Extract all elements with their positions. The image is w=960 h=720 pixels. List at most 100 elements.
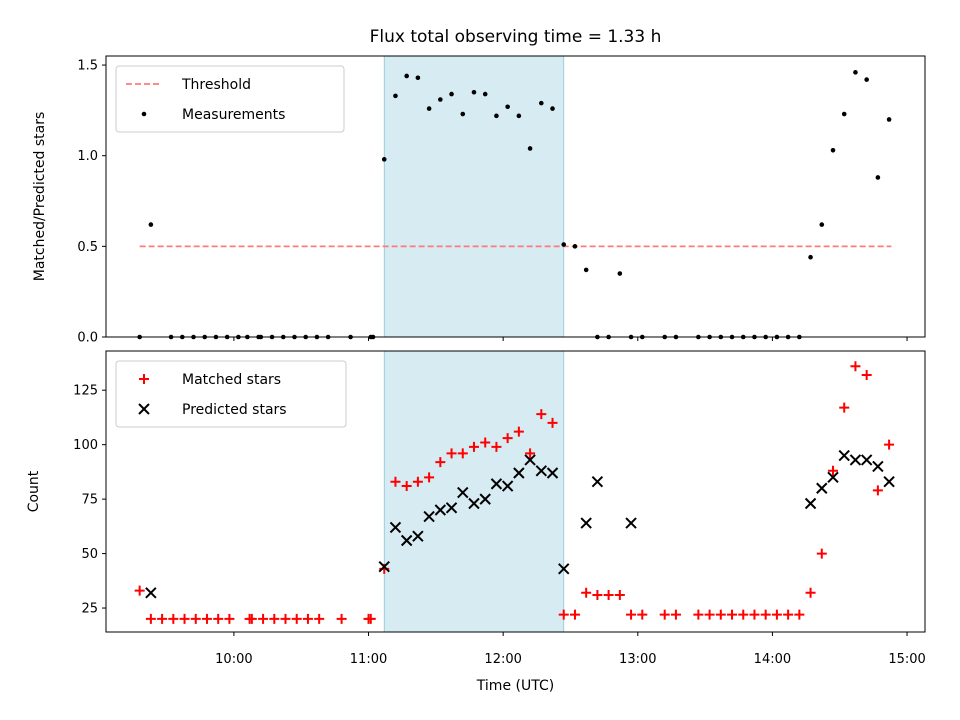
predicted-star-point — [546, 467, 559, 479]
bottom-ytick-label: 25 — [81, 602, 98, 617]
predicted-star-point — [378, 560, 390, 573]
matched-star-point — [390, 476, 401, 487]
top-axes-frame — [105, 55, 926, 338]
predicted-star-point — [490, 478, 503, 490]
matched-star-point — [816, 548, 827, 559]
bottom-legend-matched-swatch — [139, 374, 149, 384]
top-legend-box — [115, 65, 345, 133]
measurement-point — [539, 100, 544, 106]
measurement-point — [808, 254, 813, 260]
measurement-point — [460, 111, 466, 117]
matched-star-point — [291, 613, 302, 624]
measurement-point — [415, 75, 421, 81]
top-ytick-label: 1.0 — [77, 149, 98, 164]
predicted-star-point — [827, 471, 839, 484]
matched-star-point — [805, 587, 816, 598]
matched-star-point — [157, 613, 168, 624]
matched-star-point — [502, 433, 513, 444]
matched-star-point — [749, 609, 760, 620]
matched-star-point — [727, 609, 738, 620]
bottom-xtick-label: 13:00 — [619, 652, 656, 667]
matched-star-point — [850, 361, 861, 372]
matched-star-point — [269, 613, 280, 624]
bottom-xtick-label: 12:00 — [484, 652, 521, 667]
matched-star-point — [246, 613, 257, 624]
matched-star-point — [884, 439, 895, 450]
top-observing-span — [383, 55, 565, 338]
matched-star-point — [536, 409, 547, 420]
matched-star-point — [592, 589, 603, 600]
measurement-point — [819, 222, 825, 227]
measurement-point — [404, 73, 409, 79]
bottom-xtick-label: 14:00 — [754, 652, 791, 667]
bottom-panel: 25 50 75 100 125 10:00 11:00 12:00 13:00 14:00 15:… — [73, 350, 926, 667]
bottom-ytick-label: 125 — [73, 384, 98, 399]
top-legend-measurements-swatch — [141, 111, 147, 117]
matched-star-point — [760, 609, 771, 620]
bottom-ytick-label: 75 — [81, 493, 98, 508]
matched-star-point — [468, 441, 479, 452]
matched-star-point — [435, 457, 446, 468]
predicted-star-point — [860, 454, 873, 466]
measurement-point — [505, 104, 510, 110]
matched-star-point — [513, 426, 524, 437]
measurement-point — [527, 146, 533, 151]
predicted-star-point — [558, 563, 570, 575]
x-axis-label: Time (UTC) — [476, 678, 554, 694]
matched-star-point — [558, 609, 569, 620]
predicted-star-point — [524, 454, 536, 466]
matched-star-point — [179, 613, 190, 624]
top-panel: 0.0 0.5 1.0 1.5 Threshold Measurements — [77, 55, 926, 346]
matched-star-point — [581, 587, 592, 598]
measurement-point — [583, 267, 589, 273]
matched-star-point — [794, 609, 805, 620]
bottom-xtick-label: 11:00 — [350, 652, 387, 667]
bottom-xtick-label: 15:00 — [888, 652, 925, 667]
matched-star-point — [365, 613, 376, 624]
matched-star-point — [314, 613, 325, 624]
predicted-star-point — [145, 587, 157, 599]
matched-star-point — [659, 609, 670, 620]
predicted-star-point — [445, 502, 458, 514]
matched-star-point — [525, 448, 536, 459]
matched-star-point — [190, 613, 201, 624]
bottom-observing-span — [383, 350, 565, 633]
matched-star-point — [771, 609, 782, 620]
measurement-point — [381, 157, 387, 162]
matched-star-point — [861, 369, 872, 380]
measurement-point — [393, 93, 398, 99]
chart-title: Flux total observing time = 1.33 h — [370, 27, 662, 47]
predicted-star-point — [883, 475, 895, 488]
bottom-xtick-label: 10:00 — [215, 652, 252, 667]
measurement-point — [494, 113, 499, 119]
predicted-star-point — [400, 534, 413, 547]
predicted-star-point — [816, 482, 828, 494]
measurement-point — [572, 244, 578, 249]
predicted-star-point — [804, 497, 817, 510]
predicted-star-point — [535, 465, 548, 477]
matched-star-point — [457, 448, 468, 459]
measurement-point — [864, 77, 869, 82]
measurement-point — [561, 242, 567, 247]
measurement-point — [875, 175, 881, 180]
matched-star-point — [446, 448, 457, 459]
predicted-star-point — [625, 517, 637, 529]
matched-star-point — [547, 417, 558, 428]
matched-star-point — [872, 485, 883, 496]
predicted-star-point — [479, 493, 491, 505]
predicted-star-point — [872, 460, 884, 473]
predicted-star-point — [838, 449, 850, 462]
predicted-star-point — [434, 504, 447, 516]
predicted-star-point — [501, 480, 514, 492]
predicted-star-point — [849, 454, 862, 466]
top-y-axis-label: Matched/Predicted stars — [32, 112, 48, 282]
measurement-point — [148, 222, 154, 227]
matched-star-point — [569, 609, 580, 620]
measurement-point — [471, 89, 477, 95]
matched-star-point — [168, 613, 179, 624]
predicted-star-point — [457, 486, 469, 499]
matched-star-point — [134, 585, 145, 596]
measurement-point — [550, 106, 555, 111]
matched-star-point — [783, 609, 794, 620]
matched-star-point — [201, 613, 212, 624]
